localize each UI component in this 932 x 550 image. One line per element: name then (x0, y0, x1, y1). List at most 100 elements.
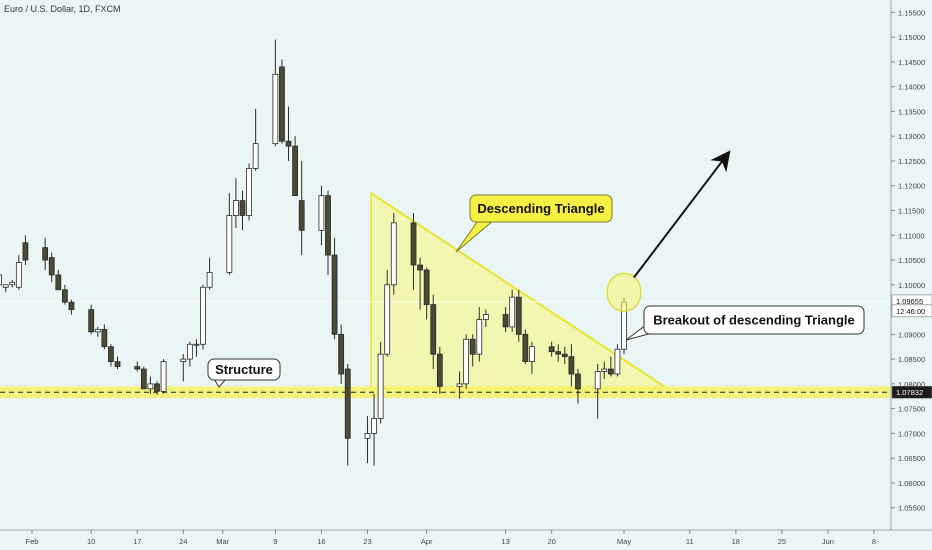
countdown-tag-box (891, 304, 932, 318)
candle-body-down (61, 289, 68, 303)
candle (160, 359, 167, 394)
descending-triangle-callout[interactable]: Descending Triangle (455, 194, 613, 253)
structure-price-tag: 1.07832 (891, 385, 932, 399)
candle-body-down (140, 368, 147, 390)
candle (15, 255, 22, 290)
candle-body-down (239, 200, 246, 216)
y-tick-label: 1.11000 (898, 231, 925, 240)
x-tick-label: 10 (87, 537, 95, 546)
candle-body-down (469, 338, 476, 355)
candle-body-up (2, 284, 9, 288)
candle-body-down (88, 309, 95, 333)
candle (0, 274, 3, 286)
candle (48, 252, 55, 283)
y-tick-label: 1.05500 (898, 504, 925, 513)
candle (88, 304, 95, 335)
candle-body-down (423, 269, 430, 306)
candle-body-down (568, 356, 575, 375)
candle (390, 212, 397, 295)
candle (233, 178, 239, 228)
breakout-highlight-circle (606, 272, 642, 312)
candle-body-up (364, 433, 371, 439)
candle-body-down (114, 361, 121, 367)
candle (114, 356, 121, 370)
candle (101, 324, 108, 350)
candle-body-down (325, 195, 331, 256)
candle (285, 106, 292, 161)
candle (239, 190, 246, 231)
candle (436, 346, 443, 394)
breakout-callout[interactable]: Breakout of descending Triangle (625, 305, 865, 341)
candle (134, 361, 141, 372)
x-tick-label: 8 (872, 537, 876, 546)
candle (423, 267, 430, 320)
y-tick-label: 1.10500 (898, 256, 925, 265)
candle-body-up (594, 371, 601, 390)
candle-body-down (331, 254, 338, 335)
candle (22, 235, 29, 265)
structure-band-layer (0, 301, 891, 399)
x-tick-label: Apr (421, 537, 433, 546)
y-tick-label: 1.15000 (898, 33, 925, 42)
candle (61, 284, 68, 305)
y-axis: 1.15500 1.15000 1.14500 1.14000 1.13500 1.130… (890, 0, 932, 530)
candle-body-down (279, 66, 285, 142)
candle (515, 289, 522, 342)
candle-body-up (272, 73, 279, 145)
candle (482, 309, 489, 327)
candle-body-down (561, 353, 568, 358)
candle-body-down (344, 368, 351, 439)
candle (456, 371, 463, 399)
candle (607, 356, 614, 377)
candle-body-down (101, 328, 108, 348)
candle-body-down (436, 353, 443, 387)
candle (469, 334, 476, 367)
candle-body-up (0, 274, 3, 286)
candle (371, 393, 377, 466)
x-tick-label: 18 (732, 537, 740, 546)
candle-body-down (134, 366, 141, 370)
candle (2, 284, 9, 293)
candle (548, 341, 555, 357)
y-tick-label: 1.07500 (898, 405, 925, 414)
candle-body-down (515, 296, 522, 335)
candle-body-up (15, 262, 22, 288)
candle-body-up (94, 328, 101, 333)
candle (246, 163, 252, 221)
candle (410, 212, 417, 290)
candle-body-up (371, 418, 377, 434)
x-tick-label: 11 (686, 537, 694, 546)
candles-layer (0, 39, 627, 466)
candle-body-down (298, 200, 305, 231)
candle (272, 39, 279, 147)
candle (377, 341, 384, 424)
chart-header-title: Euro / U.S. Dollar, 1D, FXCM (4, 4, 121, 14)
candle-body-up (160, 361, 167, 392)
candle (568, 344, 575, 387)
candle-body-down (42, 247, 49, 261)
x-tick-label: 25 (778, 537, 786, 546)
candle (476, 307, 483, 362)
candle-body-up (476, 319, 483, 355)
candle-body-down (55, 274, 62, 291)
candle (522, 329, 529, 365)
candle-body-down (555, 351, 562, 355)
x-tick-label: 16 (317, 537, 325, 546)
candle-body-up (252, 143, 259, 169)
candle (575, 369, 581, 404)
candle (614, 344, 621, 377)
candle-body-up (246, 168, 252, 216)
y-tick-label: 1.14000 (898, 83, 925, 92)
structure-callout[interactable]: Structure (207, 358, 281, 388)
candle (529, 341, 535, 374)
y-tick-label: 1.07000 (898, 429, 925, 438)
y-tick-label: 1.08500 (898, 355, 925, 364)
y-tick-label: 1.10000 (898, 281, 925, 290)
candle-body-up (200, 286, 206, 345)
descending-triangle-callout-pointer (455, 217, 496, 253)
candle (193, 339, 200, 357)
candle-body-up (193, 343, 200, 346)
candle-body-down (338, 333, 345, 375)
candle (55, 269, 62, 291)
